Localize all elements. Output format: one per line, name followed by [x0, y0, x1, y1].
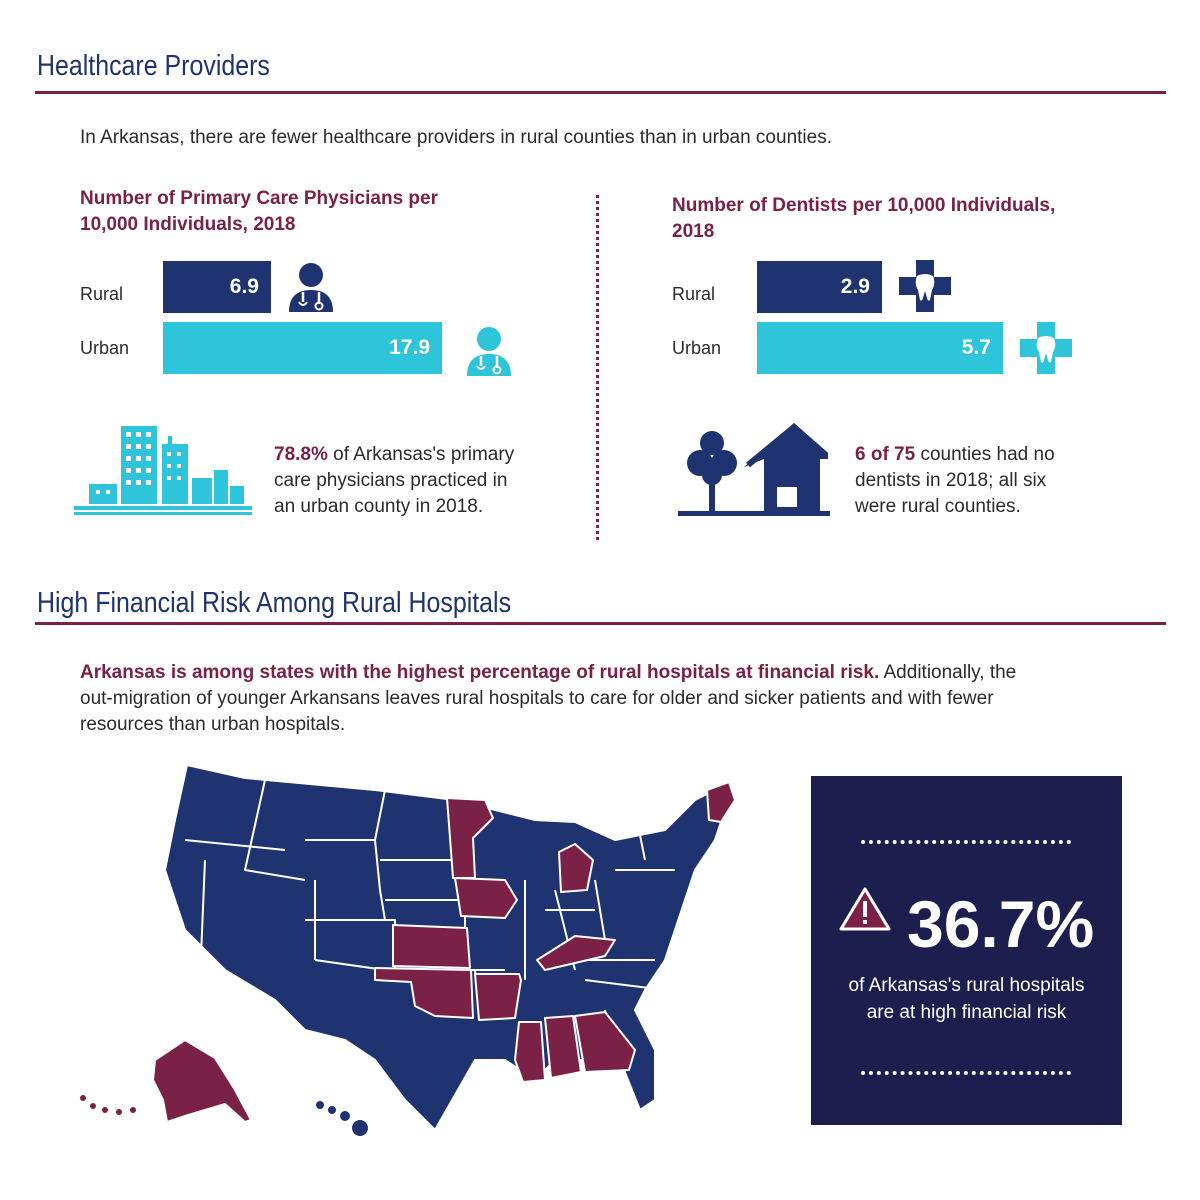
physician-urban-bar: 17.9 [163, 322, 442, 374]
state-alabama [544, 1015, 582, 1079]
dentist-chart-title: Number of Dentists per 10,000 Individual… [672, 193, 1112, 245]
city-buildings-icon [74, 426, 252, 515]
stat-box: 36.7% of Arkansas's rural hospitals are … [811, 776, 1122, 1125]
physician-note-line2: care physicians practiced in [274, 470, 508, 491]
physician-rural-value: 6.9 [229, 275, 259, 298]
financial-risk-paragraph: Arkansas is among states with the highes… [80, 660, 1140, 738]
paragraph-line3: resources than urban hospitals. [80, 714, 346, 735]
stat-caption-line1: of Arkansas's rural hospitals [848, 975, 1085, 996]
tooth-cross-icon [899, 260, 951, 312]
physician-urban-label: Urban [80, 338, 130, 358]
state-mississippi [514, 1021, 546, 1083]
section-rule [35, 91, 1166, 94]
state-kansas [392, 924, 471, 969]
stat-dots-bottom [861, 1071, 1071, 1075]
physician-chart-title-line1: Number of Primary Care Physicians per [80, 188, 438, 209]
paragraph-line1-rest: Additionally, the [879, 662, 1017, 683]
state-kentucky [536, 935, 616, 971]
physician-urban-value: 17.9 [389, 336, 430, 359]
stat-caption: of Arkansas's rural hospitals are at hig… [811, 972, 1122, 1026]
tree-house-icon [678, 423, 830, 516]
section-title-financial-risk: High Financial Risk Among Rural Hospital… [37, 587, 512, 619]
dentist-note-line1: counties had no [915, 444, 1055, 465]
section-rule-2 [35, 622, 1166, 625]
dentist-urban-label: Urban [672, 338, 722, 358]
paragraph-line2: out-migration of younger Arkansans leave… [80, 688, 994, 709]
state-michigan [558, 843, 594, 893]
state-iowa [454, 877, 518, 919]
dentist-rural-bar: 2.9 [757, 261, 882, 313]
dentist-note-highlight: 6 of 75 [855, 444, 916, 465]
dentist-chart-title-line2: 2018 [672, 221, 715, 242]
physician-rural-label: Rural [80, 284, 124, 304]
stat-caption-line2: are at high financial risk [866, 1002, 1067, 1023]
stat-dots-top [861, 840, 1071, 844]
doctor-icon [289, 263, 333, 312]
dentist-rural-value: 2.9 [840, 275, 870, 298]
stat-value: 36.7% [907, 887, 1095, 961]
dentist-note-line2: dentists in 2018; all six [855, 470, 1047, 491]
aleutian-islands [80, 1095, 136, 1115]
state-arkansas [474, 973, 522, 1021]
physician-note-highlight: 78.8% [274, 444, 328, 465]
state-maine [706, 781, 736, 823]
physician-chart-title-line2: 10,000 Individuals, 2018 [80, 214, 296, 235]
physician-note-line3: an urban county in 2018. [274, 496, 484, 517]
tooth-cross-icon-urban [1020, 322, 1072, 374]
dentist-rural-label: Rural [672, 284, 716, 304]
physician-note-line1: of Arkansas's primary [327, 444, 515, 465]
dentist-note-line3: were rural counties. [855, 496, 1021, 517]
warning-triangle-icon [839, 887, 891, 931]
section-title-healthcare-providers: Healthcare Providers [37, 50, 270, 82]
dentist-note: 6 of 75 counties had no dentists in 2018… [855, 442, 1155, 520]
doctor-icon-urban [467, 327, 511, 376]
state-hawaii [316, 1101, 368, 1136]
intro-text: In Arkansas, there are fewer healthcare … [80, 127, 832, 148]
state-georgia [574, 1011, 636, 1073]
paragraph-bold: Arkansas is among states with the highes… [80, 662, 880, 683]
state-oklahoma [374, 967, 474, 1019]
physician-chart-title: Number of Primary Care Physicians per 10… [80, 186, 500, 238]
column-divider [596, 195, 599, 540]
state-alaska [152, 1039, 252, 1123]
us-map [80, 764, 736, 1136]
physician-note: 78.8% of Arkansas's primary care physici… [274, 442, 574, 520]
dentist-chart-title-line1: Number of Dentists per 10,000 Individual… [672, 195, 1056, 216]
dentist-urban-bar: 5.7 [757, 322, 1003, 374]
physician-rural-bar: 6.9 [163, 261, 271, 313]
dentist-urban-value: 5.7 [961, 336, 991, 359]
state-minnesota [446, 797, 494, 879]
